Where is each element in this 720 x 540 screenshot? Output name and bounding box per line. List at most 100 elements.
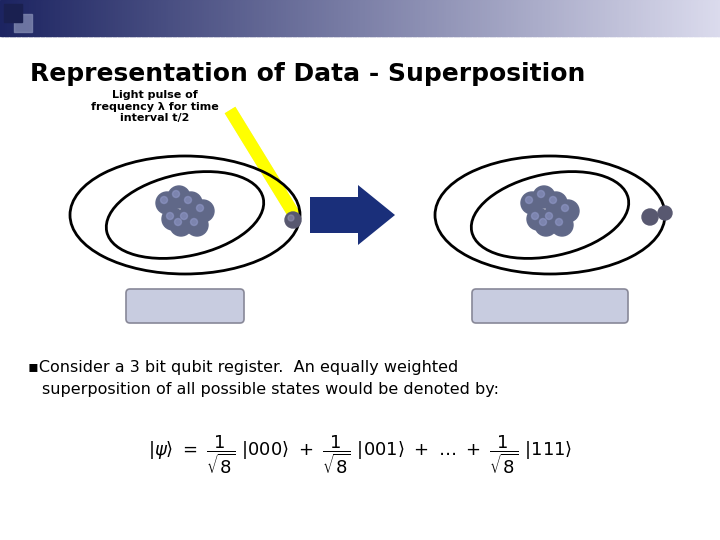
Bar xyxy=(653,0,656,36)
Bar xyxy=(405,0,409,36)
Bar xyxy=(463,0,467,36)
FancyBboxPatch shape xyxy=(126,289,244,323)
Bar xyxy=(711,0,714,36)
Bar xyxy=(36,0,40,36)
Bar xyxy=(684,0,688,36)
Bar xyxy=(379,0,382,36)
Bar xyxy=(259,0,263,36)
Bar xyxy=(708,0,711,36)
Bar xyxy=(228,0,231,36)
Circle shape xyxy=(170,214,192,236)
Circle shape xyxy=(539,219,546,226)
Bar xyxy=(286,0,289,36)
Bar xyxy=(495,0,498,36)
Bar xyxy=(99,0,102,36)
Bar xyxy=(22,0,25,36)
Circle shape xyxy=(556,219,562,226)
Circle shape xyxy=(551,214,573,236)
FancyBboxPatch shape xyxy=(472,289,628,323)
Bar xyxy=(603,0,606,36)
Bar xyxy=(146,0,150,36)
Bar xyxy=(612,0,616,36)
Bar xyxy=(590,0,594,36)
Bar xyxy=(233,0,236,36)
Bar xyxy=(713,0,716,36)
Circle shape xyxy=(546,213,552,219)
Bar xyxy=(355,0,359,36)
Bar xyxy=(610,0,613,36)
Bar xyxy=(48,0,51,36)
Bar xyxy=(319,0,323,36)
Bar xyxy=(650,0,654,36)
Bar xyxy=(545,0,548,36)
Bar xyxy=(257,0,260,36)
Circle shape xyxy=(191,219,197,226)
Bar xyxy=(451,0,454,36)
Circle shape xyxy=(156,192,178,214)
Bar xyxy=(701,0,704,36)
Bar xyxy=(108,0,112,36)
Bar xyxy=(540,0,544,36)
Bar xyxy=(94,0,97,36)
Bar xyxy=(329,0,332,36)
Bar xyxy=(362,0,366,36)
Bar xyxy=(2,0,6,36)
Bar xyxy=(588,0,591,36)
Bar xyxy=(636,0,639,36)
Circle shape xyxy=(541,208,563,230)
Bar xyxy=(670,0,673,36)
Bar xyxy=(230,0,234,36)
Bar xyxy=(331,0,335,36)
Bar xyxy=(166,0,169,36)
Bar xyxy=(631,0,634,36)
Bar xyxy=(302,0,306,36)
Bar xyxy=(626,0,630,36)
Bar xyxy=(689,0,692,36)
Bar xyxy=(562,0,565,36)
Bar xyxy=(353,0,356,36)
Bar xyxy=(403,0,407,36)
Bar xyxy=(420,0,423,36)
Bar xyxy=(358,0,361,36)
Bar xyxy=(605,0,608,36)
Bar xyxy=(369,0,373,36)
Bar xyxy=(125,0,128,36)
Bar xyxy=(703,0,706,36)
Bar xyxy=(300,0,303,36)
Bar xyxy=(175,0,179,36)
Bar xyxy=(509,0,512,36)
Bar xyxy=(117,0,121,36)
Bar xyxy=(12,0,15,36)
Bar xyxy=(434,0,438,36)
Bar xyxy=(439,0,443,36)
Bar xyxy=(470,0,474,36)
Bar xyxy=(333,0,337,36)
Bar xyxy=(185,0,188,36)
Bar xyxy=(113,0,116,36)
Bar xyxy=(396,0,400,36)
Bar xyxy=(55,0,58,36)
Bar xyxy=(180,0,184,36)
Bar xyxy=(77,0,80,36)
Bar xyxy=(389,0,392,36)
Bar xyxy=(477,0,481,36)
Bar xyxy=(346,0,349,36)
Bar xyxy=(480,0,483,36)
Bar xyxy=(677,0,680,36)
Bar xyxy=(9,0,13,36)
Bar xyxy=(338,0,342,36)
Circle shape xyxy=(285,212,301,228)
Bar xyxy=(538,0,541,36)
Bar xyxy=(497,0,500,36)
Text: superposition of all possible states would be denoted by:: superposition of all possible states wou… xyxy=(42,382,499,397)
Bar xyxy=(5,0,8,36)
Bar xyxy=(504,0,508,36)
Bar xyxy=(487,0,490,36)
Bar xyxy=(482,0,486,36)
Circle shape xyxy=(545,192,567,214)
Bar xyxy=(288,0,292,36)
Bar xyxy=(216,0,220,36)
Bar xyxy=(398,0,402,36)
Bar xyxy=(297,0,301,36)
Bar xyxy=(343,0,346,36)
